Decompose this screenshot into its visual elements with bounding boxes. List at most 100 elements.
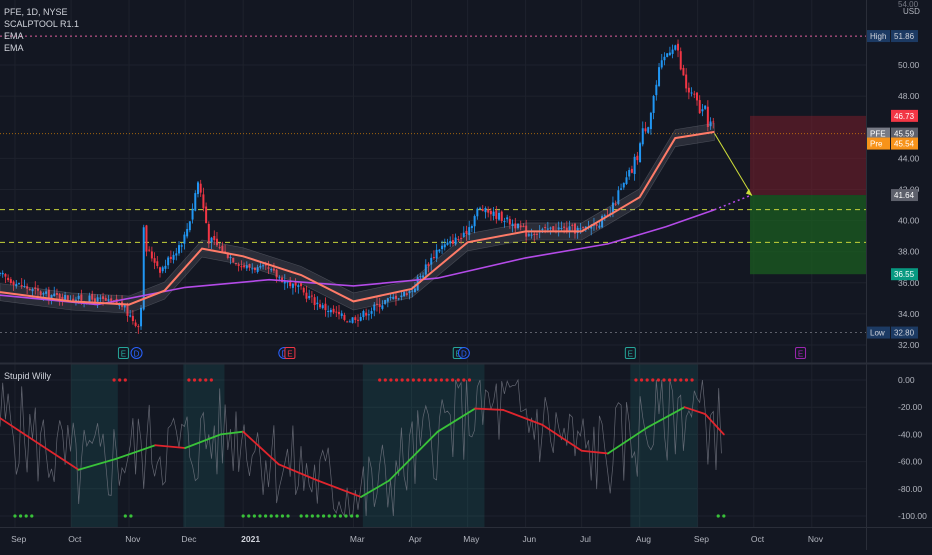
- bearish-candle: [237, 264, 240, 267]
- bearish-candle: [159, 267, 162, 273]
- time-axis-label: Oct: [751, 534, 765, 544]
- bullish-candle: [348, 321, 351, 323]
- oversold-marker: [327, 514, 331, 518]
- bearish-candle: [679, 51, 682, 70]
- bullish-candle: [351, 317, 354, 323]
- pre-market-tag-label: Pre: [870, 140, 883, 149]
- signal-line-falling: [541, 423, 583, 452]
- bullish-candle: [470, 226, 473, 229]
- bullish-candle: [655, 84, 658, 96]
- bullish-candle: [468, 227, 471, 236]
- bullish-candle: [373, 304, 376, 311]
- bullish-candle: [389, 297, 392, 299]
- bearish-candle: [221, 245, 224, 252]
- dividend-marker: [457, 347, 470, 359]
- signal-line-falling: [0, 417, 43, 447]
- horizontal-levels: [0, 35, 866, 334]
- overbought-marker: [118, 378, 122, 382]
- bullish-candle: [709, 121, 712, 127]
- overbought-marker: [411, 378, 415, 382]
- dividend-marker-label: D: [281, 350, 287, 359]
- profit-badge: [891, 268, 918, 281]
- bearish-candle: [343, 314, 346, 320]
- bullish-candle: [660, 60, 663, 68]
- bearish-candle: [677, 43, 680, 51]
- ema-envelope-band: [0, 122, 715, 314]
- bullish-candle: [658, 67, 661, 86]
- bullish-candle: [370, 311, 373, 314]
- bullish-candle: [704, 105, 707, 109]
- bullish-candle: [129, 315, 132, 317]
- oversold-marker: [344, 514, 348, 518]
- overbought-marker: [400, 378, 404, 382]
- bearish-candle: [137, 326, 140, 328]
- bearish-candle: [457, 239, 460, 241]
- indicator-legend-ema-2[interactable]: EMA: [4, 43, 24, 53]
- indicator-legend-scalptool[interactable]: SCALPTOOL R1.1: [4, 19, 79, 29]
- bullish-candle: [256, 267, 259, 272]
- bearish-candle: [213, 235, 216, 241]
- bullish-candle: [229, 257, 232, 259]
- indicator-legend-ema-1[interactable]: EMA: [4, 31, 24, 41]
- oscillator-axis-tick: -40.00: [898, 429, 922, 439]
- bearish-candle: [630, 168, 633, 173]
- bearish-candle: [264, 264, 267, 266]
- bearish-candle: [34, 287, 37, 289]
- oversold-marker: [338, 514, 343, 518]
- bearish-candle: [698, 100, 701, 114]
- bullish-candle: [633, 156, 636, 175]
- overbought-marker: [192, 378, 197, 382]
- signal-line-falling: [580, 449, 609, 455]
- bearish-candle: [335, 311, 338, 313]
- bearish-candle: [500, 211, 503, 221]
- bullish-candle: [172, 254, 175, 260]
- oscillator-legend[interactable]: Stupid Willy: [4, 371, 52, 381]
- event-markers: EDDEEDEE: [117, 347, 807, 359]
- bearish-candle: [91, 294, 94, 300]
- bearish-candle: [378, 304, 381, 307]
- bearish-candle: [148, 249, 151, 251]
- bullish-shaded-zone: [630, 364, 698, 527]
- overbought-marker: [634, 378, 638, 382]
- bearish-candle: [706, 106, 709, 127]
- bullish-candle: [446, 242, 449, 245]
- bullish-candle: [403, 291, 406, 297]
- oversold-marker: [18, 514, 23, 518]
- oversold-marker: [321, 514, 326, 518]
- bullish-candle: [123, 305, 126, 308]
- last-price-badge-value: 45.59: [894, 130, 915, 139]
- bullish-candle: [359, 317, 362, 321]
- bullish-candle: [15, 283, 18, 287]
- bullish-candle: [473, 216, 476, 227]
- bullish-candle: [340, 313, 343, 316]
- bullish-candle: [413, 288, 416, 293]
- bearish-candle: [582, 226, 585, 228]
- signal-line-rising: [360, 479, 390, 498]
- dividend-marker-label: D: [461, 350, 467, 359]
- bearish-candle: [218, 247, 221, 249]
- price-axis-tick: 38.00: [898, 247, 920, 257]
- bullish-candle: [96, 297, 99, 302]
- symbol-legend[interactable]: PFE, 1D, NYSE: [4, 7, 68, 17]
- bearish-candle: [533, 233, 536, 236]
- bullish-candle: [617, 190, 620, 204]
- price-axis-tick: 32.00: [898, 340, 920, 350]
- slow-ema-line: [0, 208, 715, 306]
- bullish-candle: [397, 298, 400, 300]
- bullish-candle: [291, 283, 294, 288]
- bearish-candle: [495, 210, 498, 219]
- bearish-candle: [234, 263, 237, 265]
- oversold-marker: [129, 514, 133, 518]
- overbought-marker: [668, 378, 672, 382]
- bullish-candle: [530, 234, 533, 236]
- bullish-candle: [286, 281, 289, 283]
- bearish-candle: [305, 292, 308, 299]
- bullish-candle: [384, 300, 387, 304]
- oversold-marker: [286, 514, 290, 518]
- bearish-candle: [199, 183, 202, 193]
- oversold-marker: [355, 514, 359, 518]
- overbought-marker: [187, 378, 191, 382]
- target-badge-value: 41.64: [894, 191, 915, 200]
